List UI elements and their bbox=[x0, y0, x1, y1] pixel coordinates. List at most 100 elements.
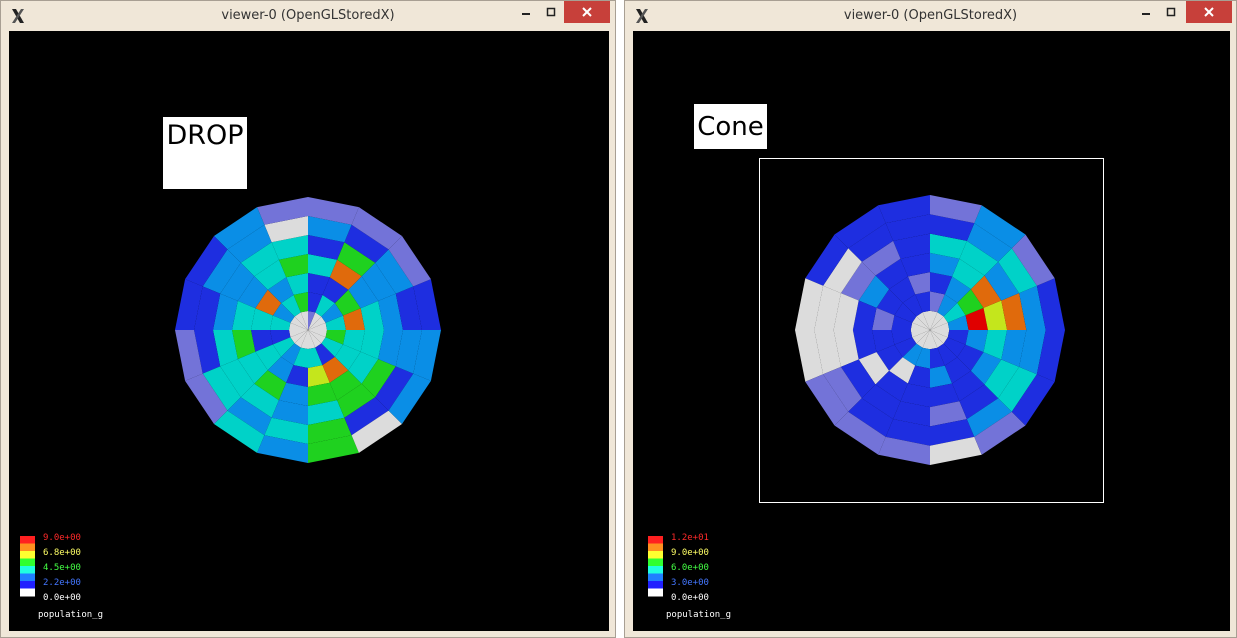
disk-cell bbox=[922, 310, 930, 330]
disk-cell bbox=[278, 254, 308, 278]
disk-cell bbox=[308, 330, 322, 348]
disk-cell bbox=[930, 330, 944, 348]
disk-cell bbox=[930, 195, 982, 224]
disk-cell bbox=[360, 330, 384, 360]
opengl-canvas[interactable]: Cone 1.2e+01 9.0e+00 6.0e+00 3.0e+00 0.0e+00… bbox=[633, 31, 1230, 631]
minimize-icon bbox=[1142, 13, 1150, 15]
disk-cell bbox=[308, 382, 338, 406]
disk-cell bbox=[351, 207, 402, 250]
disk-cell bbox=[289, 322, 308, 330]
scale-swatch bbox=[20, 566, 35, 574]
disk-cell bbox=[272, 303, 295, 323]
disk-cell bbox=[915, 347, 930, 369]
disk-cell bbox=[912, 316, 930, 330]
disk-cell bbox=[930, 233, 967, 259]
disk-cell bbox=[937, 294, 958, 317]
disk-cell bbox=[227, 397, 272, 436]
viewer-window-right: viewer-0 (OpenGLStoredX) Cone 1.2e+01 9.0… bbox=[624, 0, 1237, 638]
disk-cell bbox=[885, 419, 930, 446]
scale-swatch bbox=[648, 543, 663, 552]
disk-cell bbox=[861, 240, 901, 276]
disk-cell bbox=[848, 223, 894, 262]
disk-cell bbox=[930, 419, 975, 446]
disk-cell bbox=[943, 302, 966, 323]
disk-cell bbox=[848, 398, 894, 437]
scale-swatch bbox=[20, 543, 35, 552]
disk-cell bbox=[360, 300, 384, 330]
disk-cell bbox=[889, 276, 916, 303]
disk-cell bbox=[930, 401, 967, 427]
disk-cell bbox=[395, 330, 422, 374]
disk-cell bbox=[395, 286, 422, 330]
scale-swatch bbox=[648, 551, 663, 559]
title-bar[interactable]: viewer-0 (OpenGLStoredX) bbox=[625, 1, 1236, 31]
disk-cell bbox=[413, 279, 441, 330]
disk-cell bbox=[308, 400, 345, 425]
scale-tick-label: 4.5e+00 bbox=[43, 563, 81, 573]
maximize-button[interactable] bbox=[1158, 1, 1184, 23]
disk-cell bbox=[907, 365, 930, 388]
disk-cell bbox=[858, 352, 890, 385]
disk-cell bbox=[885, 214, 930, 241]
disk-cell bbox=[852, 300, 877, 330]
disk-cell bbox=[1036, 330, 1065, 382]
disk-cell bbox=[930, 365, 953, 388]
disk-cell bbox=[325, 330, 346, 345]
disk-cell bbox=[348, 276, 379, 309]
disk-cell bbox=[943, 337, 966, 358]
maximize-icon bbox=[1166, 7, 1176, 17]
minimize-button[interactable] bbox=[513, 1, 539, 23]
disk-cell bbox=[278, 382, 308, 406]
disk-cell bbox=[254, 259, 287, 290]
scale-tick-label: 9.0e+00 bbox=[671, 548, 709, 558]
disk-cell bbox=[858, 275, 890, 308]
disk-cell bbox=[237, 351, 268, 384]
disk-cell bbox=[232, 330, 256, 360]
scale-swatch bbox=[20, 536, 35, 544]
disk-cell bbox=[290, 316, 308, 330]
title-bar[interactable]: viewer-0 (OpenGLStoredX) bbox=[1, 1, 615, 31]
close-button[interactable] bbox=[564, 1, 610, 23]
disk-cell bbox=[840, 261, 876, 301]
disk-cell bbox=[202, 366, 241, 411]
disk-cell bbox=[930, 383, 960, 408]
disk-cell bbox=[308, 216, 352, 243]
disk-cell bbox=[185, 373, 228, 424]
disk-cell bbox=[1036, 278, 1065, 330]
disk-cell bbox=[321, 303, 344, 323]
disk-cell bbox=[271, 235, 308, 260]
disk-cell bbox=[833, 330, 859, 367]
disk-cell bbox=[1011, 374, 1055, 426]
disk-cell bbox=[814, 285, 841, 330]
disk-cell bbox=[930, 436, 982, 465]
disk-cell bbox=[965, 330, 988, 353]
window-title: viewer-0 (OpenGLStoredX) bbox=[221, 8, 395, 23]
disk-cell bbox=[251, 308, 273, 330]
disk-cell bbox=[840, 359, 876, 399]
disk-cell bbox=[952, 258, 985, 290]
minimize-button[interactable] bbox=[1133, 1, 1159, 23]
disk-cell bbox=[361, 359, 396, 398]
close-button[interactable] bbox=[1186, 1, 1232, 23]
disk-cell bbox=[289, 330, 308, 338]
scale-tick-label: 6.8e+00 bbox=[43, 548, 81, 558]
close-icon bbox=[1204, 7, 1214, 17]
disk-cell bbox=[878, 436, 930, 465]
scale-swatch bbox=[20, 558, 35, 567]
scale-tick-label: 1.2e+01 bbox=[671, 533, 709, 543]
opengl-canvas[interactable]: DROP 9.0e+00 6.8e+00 4.5e+00 2.2e+00 0.0e+00… bbox=[9, 31, 609, 631]
maximize-button[interactable] bbox=[538, 1, 564, 23]
scale-swatch bbox=[648, 588, 663, 597]
disk-cell bbox=[805, 234, 849, 286]
window-title: viewer-0 (OpenGLStoredX) bbox=[843, 8, 1018, 23]
disk-cell bbox=[388, 373, 431, 424]
disk-cell bbox=[959, 384, 999, 420]
disk-cell bbox=[348, 351, 379, 384]
scale-variable-name: population_g bbox=[666, 610, 731, 620]
disk-cell bbox=[984, 261, 1020, 301]
disk-cell bbox=[308, 235, 345, 260]
disk-cell bbox=[308, 312, 322, 330]
disk-cell bbox=[237, 276, 268, 309]
disk-cell bbox=[300, 311, 308, 330]
disk-cell bbox=[315, 343, 335, 366]
